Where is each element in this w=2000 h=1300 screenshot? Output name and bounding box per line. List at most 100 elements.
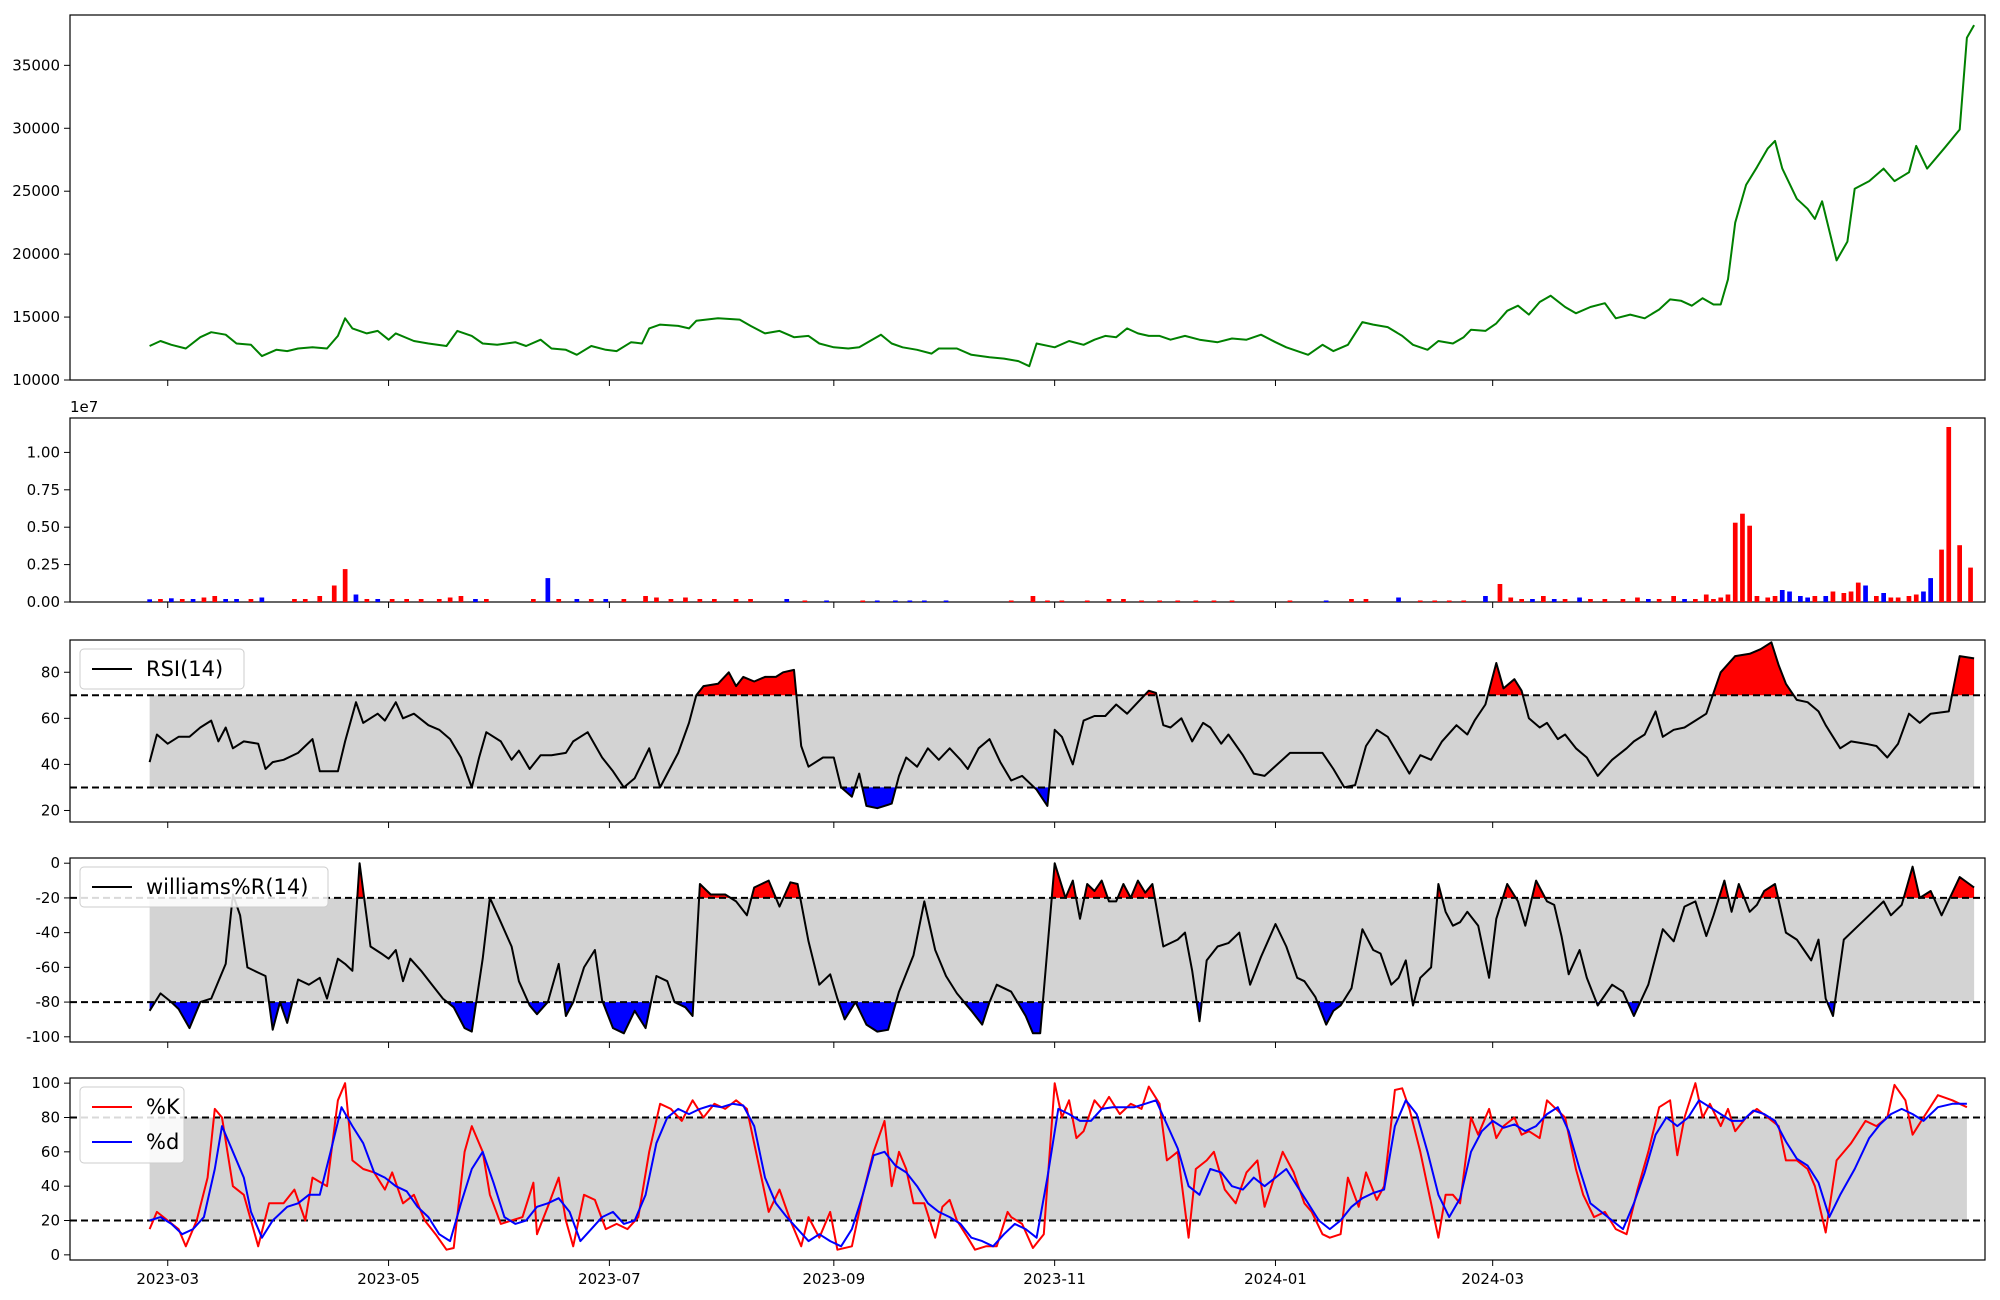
volume-bar	[1874, 596, 1879, 602]
volume-ytick-label: 0.25	[27, 556, 60, 574]
rsi-band	[149, 695, 1975, 788]
williams-oversold-fill	[1017, 1002, 1043, 1034]
volume-bar	[302, 599, 308, 602]
williams-band	[149, 897, 1975, 1003]
stochastic-panel: 0 20 40 60 80 100 %K %d	[31, 1074, 1986, 1266]
volume-bar	[1754, 596, 1760, 602]
volume-bar	[574, 599, 580, 602]
volume-bar	[1461, 600, 1467, 602]
volume-bar	[1798, 596, 1803, 602]
williams-panel: -100 -80 -60 -40 -20 0 williams%R(14)	[26, 854, 1986, 1048]
volume-bar	[212, 596, 218, 602]
volume-bar	[1812, 596, 1818, 602]
volume-bar	[1718, 597, 1724, 602]
volume-bar	[234, 599, 239, 602]
x-tick-label: 2024-01	[1244, 1270, 1307, 1288]
williams-ytick-label: 0	[50, 854, 60, 872]
rsi-overbought-fill	[1487, 663, 1523, 696]
volume-bar	[364, 599, 370, 602]
price-frame	[69, 14, 1986, 381]
volume-bar	[404, 599, 409, 602]
volume-bar	[1446, 600, 1452, 602]
rsi-oversold-fill	[862, 787, 896, 809]
volume-bar	[1396, 597, 1401, 602]
price-ytick-label: 10000	[12, 371, 60, 389]
rsi-frame	[69, 639, 1986, 823]
volume-bar	[418, 599, 424, 602]
volume-bar	[201, 597, 207, 602]
stochastic-ytick-label: 80	[41, 1108, 60, 1126]
price-panel: 10000 15000 20000 25000 30000 35000	[12, 14, 1986, 389]
volume-bar	[1562, 599, 1568, 602]
volume-bar	[1530, 599, 1535, 602]
volume-bar	[223, 599, 228, 602]
volume-bar	[389, 599, 395, 602]
rsi-legend-label: RSI(14)	[146, 657, 223, 681]
volume-bar	[1656, 599, 1662, 602]
volume-bar	[375, 599, 381, 602]
volume-bar	[436, 599, 442, 602]
volume-bar	[1193, 600, 1199, 602]
volume-bar	[907, 600, 913, 602]
price-ytick-label: 30000	[12, 119, 60, 137]
rsi-overbought-fill	[1952, 656, 1975, 696]
rsi-overbought-fill	[1712, 642, 1794, 696]
volume-bar	[603, 599, 609, 602]
price-line	[149, 24, 1975, 368]
rsi-ytick-label: 80	[41, 663, 60, 681]
volume-ytick-label: 0.75	[27, 481, 60, 499]
volume-bar	[784, 599, 790, 602]
volume-bar	[1747, 525, 1752, 602]
volume-bar	[1588, 599, 1593, 602]
volume-bar	[1895, 597, 1901, 602]
stochastic-ytick-label: 60	[41, 1143, 60, 1161]
x-tick-label: 2023-09	[802, 1270, 865, 1288]
williams-oversold-fill	[447, 1002, 477, 1032]
volume-bar	[1059, 600, 1065, 602]
volume-bar	[874, 600, 880, 602]
volume-bar	[1417, 600, 1423, 602]
volume-bar	[733, 599, 739, 602]
volume-bar	[1483, 596, 1488, 602]
volume-bar	[1519, 599, 1524, 602]
x-tick-label: 2023-11	[1023, 1270, 1086, 1288]
volume-bar	[1787, 591, 1792, 602]
stochastic-series-line	[149, 1099, 1967, 1248]
rsi-ytick-label: 20	[41, 801, 60, 819]
volume-bar	[1881, 593, 1886, 602]
volume-bar	[1888, 597, 1894, 602]
volume-bar	[1349, 599, 1354, 602]
volume-bar	[484, 599, 489, 602]
williams-legend-box	[79, 866, 329, 908]
williams-oversold-fill	[269, 1002, 293, 1030]
volume-bar	[1157, 600, 1162, 602]
rsi-legend-box	[79, 648, 245, 690]
volume-bar	[1711, 599, 1716, 602]
volume-ytick-label: 0.50	[27, 518, 60, 536]
price-ytick-label: 35000	[12, 56, 60, 74]
volume-bar	[1805, 597, 1810, 602]
volume-bar	[893, 600, 898, 602]
williams-oversold-fill	[528, 1002, 548, 1015]
volume-bar	[1323, 600, 1329, 602]
volume-bar	[654, 597, 659, 602]
volume-bar	[1602, 599, 1608, 602]
volume-bar	[1913, 594, 1919, 602]
stochastic-legend-label: %d	[146, 1130, 179, 1154]
volume-bar	[712, 599, 717, 602]
volume-bar	[824, 600, 829, 602]
volume-bar	[1921, 591, 1926, 602]
volume-ytick-label: 0.00	[27, 593, 60, 611]
volume-bar	[1139, 600, 1144, 602]
stochastic-ytick-label: 0	[50, 1246, 60, 1264]
rsi-overbought-fill	[696, 669, 797, 696]
williams-overbought-fill	[1949, 877, 1975, 898]
volume-bar	[1551, 599, 1557, 602]
volume-bar	[317, 596, 323, 602]
williams-legend-label: williams%R(14)	[146, 875, 308, 899]
volume-offset-text: 1e7	[70, 398, 98, 416]
volume-bar	[342, 569, 348, 602]
williams-ytick-label: -100	[26, 1028, 60, 1046]
volume-bar	[545, 578, 551, 602]
volume-bar	[1084, 600, 1090, 602]
